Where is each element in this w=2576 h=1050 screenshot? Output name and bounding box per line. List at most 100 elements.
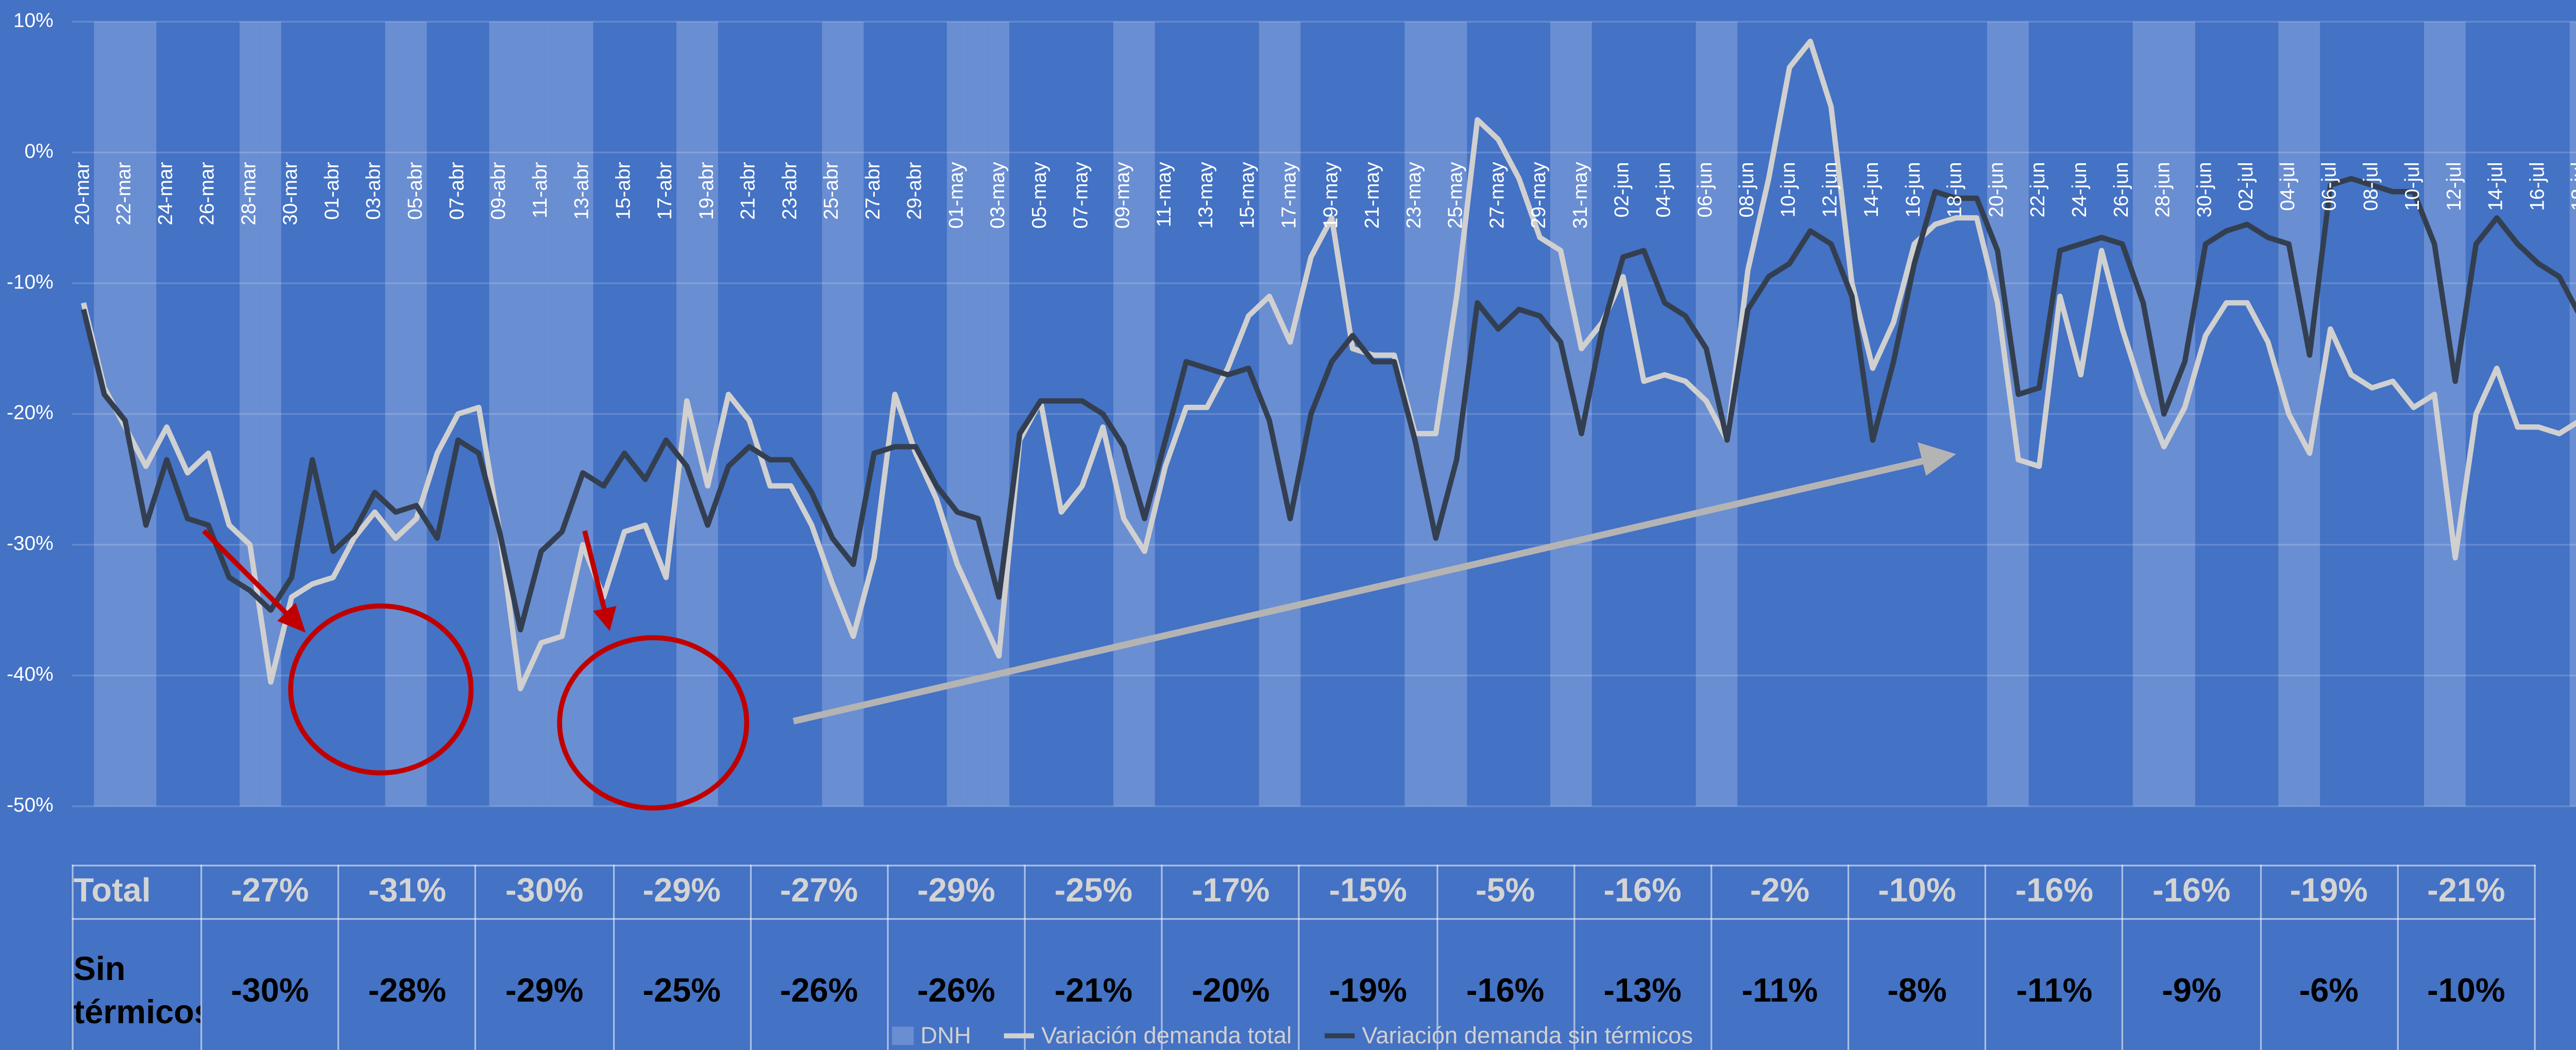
y-tick-label: -20% xyxy=(7,402,54,424)
x-tick-label: 29-may xyxy=(1528,162,1550,229)
x-tick-label: 15-may xyxy=(1236,162,1259,229)
dnh-bar xyxy=(531,22,552,806)
table-cell: -31% xyxy=(337,865,477,920)
x-tick-label: 07-abr xyxy=(446,162,468,219)
x-tick-label: 24-jun xyxy=(2069,162,2091,217)
x-tick-label: 10-jun xyxy=(1777,162,1800,217)
x-tick-label: 21-may xyxy=(1361,162,1383,229)
y-tick-label: 0% xyxy=(25,140,54,162)
dnh-bar xyxy=(1425,22,1447,806)
dnh-bar xyxy=(1134,22,1155,806)
dnh-bar xyxy=(946,22,968,806)
x-tick-label: 02-jul xyxy=(2235,162,2257,211)
red-arrow-head xyxy=(277,603,306,633)
table-cell: -25% xyxy=(612,918,752,1050)
table-cell: -29% xyxy=(887,865,1026,920)
table-cell: -28% xyxy=(337,918,477,1050)
annotations xyxy=(202,442,1956,811)
y-tick-label: -50% xyxy=(7,794,54,816)
legend-item: Variación demanda sin térmicos xyxy=(1325,1022,1693,1048)
series-line xyxy=(81,176,2576,633)
x-tick-label: 19-abr xyxy=(696,162,718,219)
dnh-bar xyxy=(2445,22,2466,806)
legend-item: Variación demanda total xyxy=(1004,1021,1292,1048)
x-tick-label: 30-mar xyxy=(279,162,301,225)
table-cell: -5% xyxy=(1435,865,1575,920)
x-tick-label: 17-abr xyxy=(654,162,676,219)
x-tick-label: 11-abr xyxy=(529,162,551,218)
x-tick-label: 01-may xyxy=(945,162,967,229)
table-cell: -25% xyxy=(1024,865,1163,920)
x-tick-label: 22-mar xyxy=(113,162,135,225)
x-tick-label: 16-jun xyxy=(1902,162,1924,217)
table-cell: -29% xyxy=(474,918,614,1050)
x-tick-label: 20-jun xyxy=(1985,162,2007,217)
dnh-bar xyxy=(697,22,718,806)
red-circle xyxy=(288,603,474,776)
dnh-bar xyxy=(843,22,864,806)
red-arrow-head xyxy=(593,606,617,631)
x-tick-label: 23-abr xyxy=(778,162,801,219)
table-row: Sin térmicos -30% -28% -29% -25% -26% -26% -21%… xyxy=(72,918,2536,1050)
x-tick-label: 18-jul xyxy=(2568,162,2576,211)
x-tick-label: 23-may xyxy=(1403,162,1425,229)
x-tick-label: 25-abr xyxy=(820,162,842,219)
table-cell: -27% xyxy=(200,865,340,920)
x-tick-label: 04-jun xyxy=(1652,162,1674,217)
table-cell: -16% xyxy=(1573,865,1713,920)
table-cell: -27% xyxy=(749,865,889,920)
table-cell: -2% xyxy=(1710,865,1850,920)
dnh-bar xyxy=(94,22,115,806)
legend-swatch xyxy=(892,1026,914,1044)
x-tick-label: 12-jul xyxy=(2443,162,2465,211)
legend-label: Variación demanda sin térmicos xyxy=(1362,1021,1693,1048)
x-tick-label: 12-jun xyxy=(1819,162,1841,217)
x-tick-label: 25-may xyxy=(1445,162,1467,229)
table-cell: -11% xyxy=(1985,918,2124,1050)
table-cell: -26% xyxy=(749,918,889,1050)
x-tick-label: 18-jun xyxy=(1944,162,1966,217)
x-tick-label: 17-may xyxy=(1278,162,1300,229)
dnh-bar xyxy=(1113,22,1134,806)
x-tick-label: 19-may xyxy=(1319,162,1342,229)
dnh-bar xyxy=(1987,22,2008,806)
x-tick-label: 31-may xyxy=(1569,162,1591,229)
dnh-bar xyxy=(1550,22,1571,806)
table-cell: -9% xyxy=(2122,918,2261,1050)
x-tick-label: 28-mar xyxy=(238,162,260,225)
table-cell: -16% xyxy=(1435,918,1575,1050)
table-cell: -21% xyxy=(2396,865,2536,920)
x-tick-label: 26-jun xyxy=(2110,162,2132,217)
dnh-bar xyxy=(551,22,573,806)
legend-label: Variación demanda total xyxy=(1041,1021,1292,1048)
x-tick-label: 29-abr xyxy=(904,162,926,219)
dnh-bar xyxy=(2569,22,2576,806)
x-tick-label: 01-abr xyxy=(321,162,343,219)
x-tick-label: 04-jul xyxy=(2277,162,2299,211)
x-tick-label: 20-mar xyxy=(71,162,93,225)
x-tick-label: 08-jul xyxy=(2360,162,2382,211)
row-header: Sin térmicos xyxy=(72,918,202,1050)
table-cell: -19% xyxy=(1298,918,1438,1050)
x-tick-label: 13-abr xyxy=(571,162,593,219)
table-cell: -30% xyxy=(474,865,614,920)
x-tick-label: 06-jul xyxy=(2318,162,2341,211)
y-tick-label: -10% xyxy=(7,271,54,293)
line-layer xyxy=(81,39,2576,692)
x-tick-label: 22-jun xyxy=(2027,162,2049,217)
table-cell: -13% xyxy=(1573,918,1713,1050)
trend-arrow xyxy=(792,457,1925,725)
x-tick-label: 02-jun xyxy=(1611,162,1633,217)
legend-item: DNH xyxy=(892,1022,971,1048)
x-tick-label: 07-may xyxy=(1070,162,1092,229)
dnh-bar xyxy=(822,22,843,806)
x-tick-label: 30-jun xyxy=(2193,162,2215,217)
x-tick-label: 05-may xyxy=(1028,162,1050,229)
legend: DNH Variación demanda total Variación dema… xyxy=(892,1020,1726,1050)
dnh-bar xyxy=(406,22,427,806)
y-tick-label: -30% xyxy=(7,532,54,555)
x-tick-label: 14-jun xyxy=(1860,162,1883,217)
table-cell: -10% xyxy=(1848,865,1987,920)
x-tick-label: 10-jul xyxy=(2401,162,2424,211)
